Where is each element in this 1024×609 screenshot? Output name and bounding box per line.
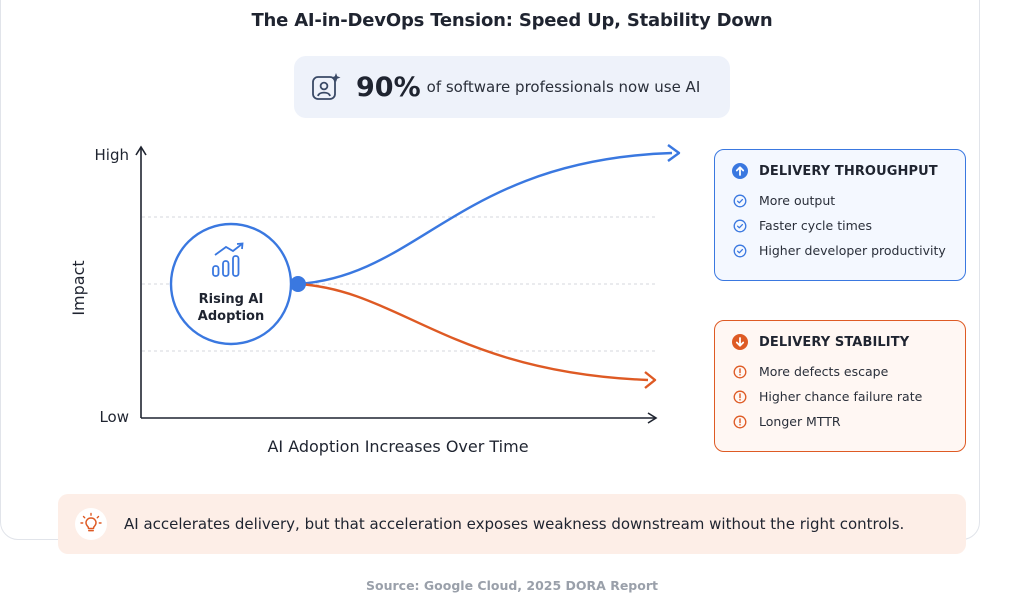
origin-label-line1: Rising AI <box>199 292 264 307</box>
page-title: The AI-in-DevOps Tension: Speed Up, Stab… <box>251 10 773 31</box>
arrow-down-circle-icon <box>732 334 748 350</box>
y-axis-label: Impact <box>69 260 88 315</box>
x-axis-arrow-icon <box>647 412 658 424</box>
list-item: More defects escape <box>731 363 949 380</box>
callout-banner: AI accelerates delivery, but that accele… <box>58 494 966 554</box>
alert-circle-icon <box>733 415 747 428</box>
sparkle-user-icon <box>312 73 341 100</box>
list-item-label: More defects escape <box>759 364 889 379</box>
list-item-label: Higher developer productivity <box>759 243 946 258</box>
arrow-up-circle-icon <box>732 163 748 179</box>
stability-curve <box>297 282 649 382</box>
origin-label-line2: Adoption <box>198 309 264 324</box>
list-item-label: Faster cycle times <box>759 218 872 233</box>
list-item-label: Higher chance failure rate <box>759 389 923 404</box>
x-axis-label: AI Adoption Increases Over Time <box>267 437 528 456</box>
list-item-label: Longer MTTR <box>759 414 841 429</box>
stability-card: DELIVERY STABILITY More defects escape H… <box>714 320 966 452</box>
stat-pill: 90% of software professionals now use AI <box>294 56 730 118</box>
throughput-arrow-icon <box>667 144 681 162</box>
bar-chart-trend-icon <box>212 242 244 277</box>
list-item: More output <box>731 192 949 209</box>
stability-title: DELIVERY STABILITY <box>759 334 910 350</box>
throughput-header: DELIVERY THROUGHPUT <box>731 162 949 180</box>
stability-arrow-icon <box>644 371 657 389</box>
check-circle-icon <box>733 194 747 207</box>
lightbulb-icon <box>75 508 107 540</box>
check-circle-icon <box>733 219 747 232</box>
list-item: Longer MTTR <box>731 413 949 430</box>
y-low-label: Low <box>99 408 129 426</box>
source-citation: Source: Google Cloud, 2025 DORA Report <box>366 578 658 593</box>
y-axis-arrow-icon <box>135 145 147 156</box>
list-item-label: More output <box>759 193 836 208</box>
stability-header: DELIVERY STABILITY <box>731 333 949 351</box>
throughput-curve <box>297 151 673 286</box>
alert-circle-icon <box>733 390 747 403</box>
throughput-title: DELIVERY THROUGHPUT <box>759 163 938 179</box>
list-item: Faster cycle times <box>731 217 949 234</box>
alert-circle-icon <box>733 365 747 378</box>
throughput-card: DELIVERY THROUGHPUT More output Faster c… <box>714 149 966 281</box>
check-circle-icon <box>733 244 747 257</box>
origin-circle <box>169 222 293 346</box>
stat-value: 90% <box>356 71 421 103</box>
callout-text: AI accelerates delivery, but that accele… <box>124 515 905 533</box>
stat-text: of software professionals now use AI <box>426 78 701 96</box>
origin-point <box>290 276 306 292</box>
list-item: Higher chance failure rate <box>731 388 949 405</box>
list-item: Higher developer productivity <box>731 242 949 259</box>
y-high-label: High <box>95 146 129 164</box>
